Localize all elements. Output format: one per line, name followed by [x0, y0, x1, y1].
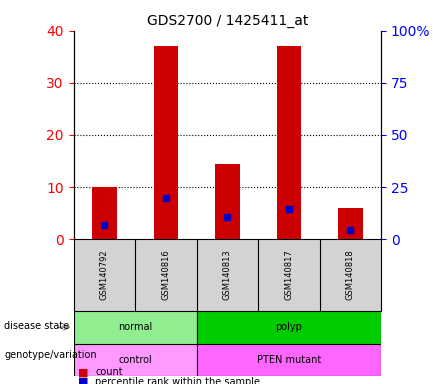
Text: GSM140818: GSM140818 — [346, 250, 355, 300]
Bar — [154, 46, 178, 239]
Text: percentile rank within the sample: percentile rank within the sample — [95, 377, 260, 384]
Text: count: count — [95, 367, 123, 377]
Text: PTEN mutant: PTEN mutant — [257, 355, 321, 365]
FancyBboxPatch shape — [74, 311, 197, 344]
FancyBboxPatch shape — [197, 311, 381, 344]
Text: ■: ■ — [78, 377, 88, 384]
Bar — [338, 208, 362, 239]
Bar — [92, 187, 116, 239]
Text: normal: normal — [118, 322, 152, 332]
Title: GDS2700 / 1425411_at: GDS2700 / 1425411_at — [147, 14, 308, 28]
Text: ■: ■ — [78, 367, 88, 377]
Text: GSM140817: GSM140817 — [284, 250, 293, 300]
Text: GSM140792: GSM140792 — [100, 250, 109, 300]
Bar — [215, 164, 239, 239]
FancyBboxPatch shape — [74, 344, 197, 376]
Text: disease state: disease state — [4, 321, 69, 331]
Text: polyp: polyp — [275, 322, 302, 332]
Text: GSM140813: GSM140813 — [223, 250, 232, 300]
Bar — [277, 46, 301, 239]
Text: genotype/variation: genotype/variation — [4, 350, 97, 360]
Text: GSM140816: GSM140816 — [162, 250, 170, 300]
FancyBboxPatch shape — [197, 344, 381, 376]
Text: control: control — [118, 355, 152, 365]
